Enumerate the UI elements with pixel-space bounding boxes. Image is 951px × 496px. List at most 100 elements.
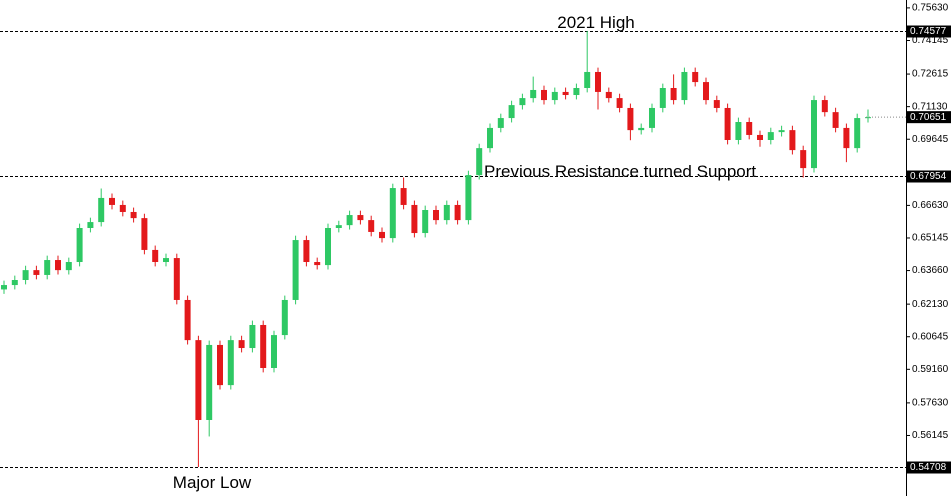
candle-body bbox=[357, 215, 364, 221]
candle-body bbox=[400, 188, 407, 205]
y-tick-label: 0.56145 bbox=[912, 430, 949, 441]
candle-body bbox=[119, 204, 126, 212]
candle-body bbox=[627, 107, 634, 131]
candle-body bbox=[767, 132, 774, 140]
candle-body bbox=[11, 280, 18, 286]
candle-body bbox=[346, 215, 353, 226]
candle-body bbox=[605, 91, 612, 99]
candle-body bbox=[314, 262, 321, 266]
candle-body bbox=[454, 204, 461, 221]
candle-body bbox=[746, 122, 753, 135]
y-tick-label: 0.72615 bbox=[912, 69, 949, 80]
candle-body bbox=[551, 91, 558, 101]
level-label: 0.54708 bbox=[910, 462, 947, 473]
candle-body bbox=[681, 71, 688, 101]
candle-body bbox=[724, 107, 731, 140]
y-tick-label: 0.63660 bbox=[912, 265, 949, 276]
level-label: 0.67954 bbox=[910, 171, 947, 182]
candle-body bbox=[508, 105, 515, 119]
candle-body bbox=[443, 204, 450, 221]
candle-body bbox=[843, 127, 850, 149]
annotation: Major Low bbox=[173, 473, 252, 492]
candle-body bbox=[487, 127, 493, 149]
candle-body bbox=[811, 100, 817, 169]
candle-body bbox=[173, 258, 180, 300]
y-tick-label: 0.65145 bbox=[912, 233, 949, 244]
candle-body bbox=[292, 240, 299, 300]
candle-body bbox=[217, 344, 223, 386]
candle-body bbox=[465, 175, 472, 221]
candle-body bbox=[87, 222, 94, 228]
candle-body bbox=[281, 299, 288, 336]
candle-body bbox=[497, 118, 504, 128]
candle-body bbox=[735, 122, 742, 140]
y-tick-label: 0.59160 bbox=[912, 364, 949, 375]
candle-body bbox=[703, 82, 709, 101]
candle-body bbox=[821, 100, 828, 113]
candle-body bbox=[476, 148, 483, 176]
candle-body bbox=[76, 227, 83, 263]
candle-body bbox=[519, 98, 526, 106]
candle-body bbox=[649, 107, 655, 128]
candle-body bbox=[55, 260, 61, 271]
candle-body bbox=[638, 127, 645, 131]
candle-body bbox=[195, 340, 202, 420]
candle-body bbox=[670, 87, 677, 101]
candle-body bbox=[832, 112, 839, 128]
annotation: Previous Resistance turned Support bbox=[484, 162, 756, 181]
candle-body bbox=[22, 270, 29, 280]
candle-body bbox=[98, 197, 105, 223]
level-tag bbox=[907, 170, 951, 183]
candle-body bbox=[865, 117, 871, 119]
candle-body bbox=[303, 240, 310, 263]
y-tick-label: 0.74145 bbox=[912, 35, 949, 46]
y-tick-label: 0.69645 bbox=[912, 134, 949, 145]
level-tag bbox=[907, 25, 951, 38]
candle-body bbox=[141, 218, 148, 250]
candle-body bbox=[433, 210, 439, 221]
candle-body bbox=[789, 130, 796, 151]
candle-body bbox=[757, 134, 763, 140]
candle-body bbox=[227, 340, 234, 386]
last-price-label: 0.70651 bbox=[910, 112, 947, 123]
y-tick-label: 0.66630 bbox=[912, 200, 949, 211]
candle-body bbox=[249, 324, 256, 349]
candle-body bbox=[33, 270, 40, 275]
level-label: 0.74577 bbox=[910, 26, 947, 37]
candle-body bbox=[44, 260, 51, 275]
candle-body bbox=[573, 87, 580, 96]
candle-body bbox=[368, 220, 375, 232]
y-tick-label: 0.62130 bbox=[912, 299, 949, 310]
candle-body bbox=[238, 340, 245, 349]
candle-body bbox=[584, 71, 591, 88]
candle-body bbox=[778, 130, 785, 133]
y-tick-label: 0.57630 bbox=[912, 398, 949, 409]
candle-body bbox=[260, 324, 267, 368]
level-tag bbox=[907, 461, 951, 474]
candle-body bbox=[800, 150, 807, 169]
candle-body bbox=[335, 225, 342, 228]
y-tick-label: 0.75630 bbox=[912, 3, 949, 14]
last-price-tag bbox=[907, 111, 951, 124]
annotation: 2021 High bbox=[557, 13, 635, 32]
y-tick-label: 0.71130 bbox=[912, 101, 948, 112]
candle-body bbox=[163, 258, 169, 263]
candle-body bbox=[379, 231, 385, 239]
candle-body bbox=[541, 89, 547, 101]
candle-body bbox=[530, 89, 537, 99]
candle-body bbox=[422, 210, 429, 234]
candle-body bbox=[854, 118, 861, 149]
candle-body bbox=[206, 344, 213, 420]
candle-body bbox=[109, 197, 115, 205]
candle-body bbox=[616, 98, 623, 108]
y-tick-label: 0.60645 bbox=[912, 331, 949, 342]
candle-body bbox=[692, 71, 699, 83]
candle-body bbox=[271, 335, 277, 368]
candle-body bbox=[713, 100, 720, 108]
candle-body bbox=[184, 299, 191, 341]
candle-body bbox=[1, 285, 7, 290]
candle-body bbox=[562, 91, 569, 96]
candle-body bbox=[152, 249, 159, 263]
